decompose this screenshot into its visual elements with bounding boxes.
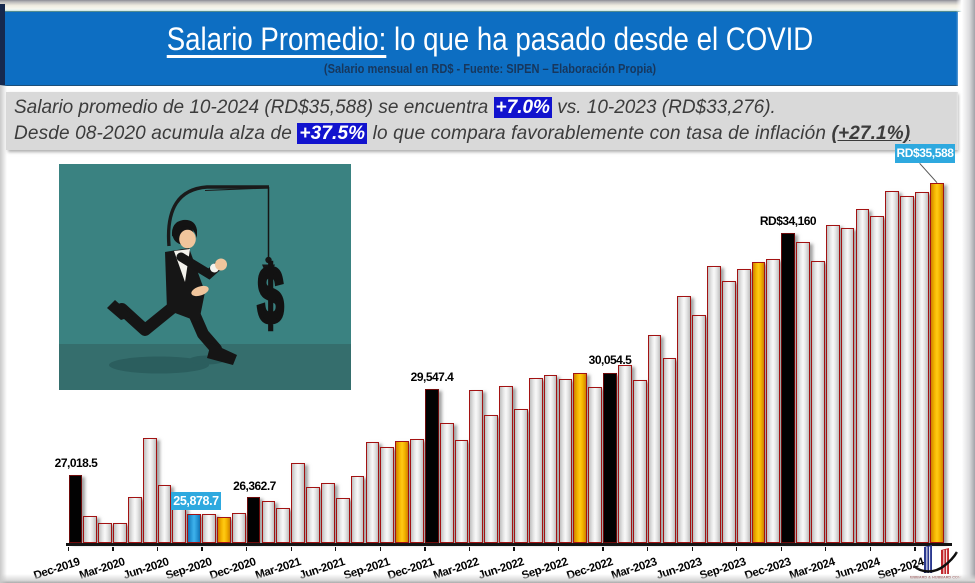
svg-text:$: $ (257, 251, 283, 342)
